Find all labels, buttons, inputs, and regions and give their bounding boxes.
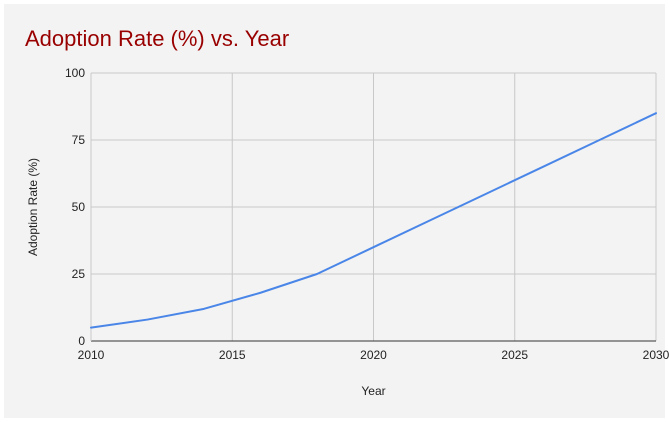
x-tick-label-3: 2025 xyxy=(501,348,528,362)
y-tick-label-1: 25 xyxy=(72,267,86,281)
gridlines xyxy=(91,72,657,341)
chart-title: Adoption Rate (%) vs. Year xyxy=(25,26,290,51)
y-axis-title: Adoption Rate (%) xyxy=(26,158,40,256)
x-tick-label-4: 2030 xyxy=(643,348,669,362)
y-tick-label-4: 100 xyxy=(65,66,85,80)
axes xyxy=(90,73,656,342)
tick-labels: 0 25 50 75 100 2010 2015 2020 2025 2030 xyxy=(65,66,669,362)
x-axis-title: Year xyxy=(361,384,385,398)
y-tick-label-2: 50 xyxy=(72,200,86,214)
y-tick-label-3: 75 xyxy=(72,133,86,147)
y-tick-label-0: 0 xyxy=(78,334,85,348)
x-tick-label-1: 2015 xyxy=(219,348,246,362)
series-layer xyxy=(90,112,657,329)
x-tick-label-0: 2010 xyxy=(78,348,105,362)
x-tick-label-2: 2020 xyxy=(360,348,387,362)
